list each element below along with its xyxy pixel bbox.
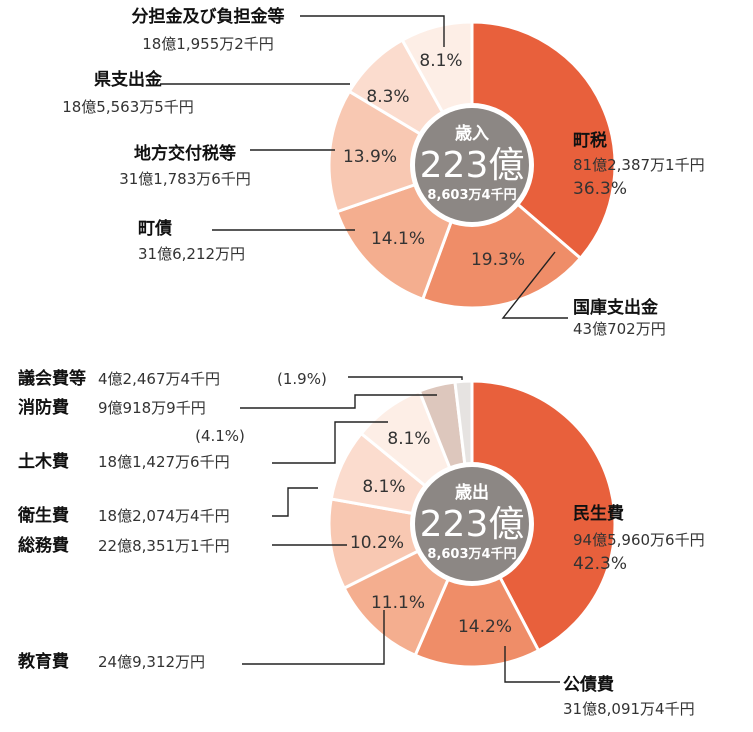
slice-percent-label: 8.3% <box>366 87 409 107</box>
slice-amount-label: 81億2,387万1千円 <box>573 156 705 174</box>
revenue-pie-chart: 町税 81億2,387万1千円 36.3% 19.3% 国庫支出金 43億702万円 14.… <box>62 6 704 338</box>
slice-name-label: 議会費等 <box>18 368 86 389</box>
slice-name-label: 町債 <box>138 218 172 239</box>
center-total: 223億 <box>420 145 525 186</box>
center-title: 歳出 <box>455 482 489 503</box>
slice-amount-label: 18億1,427万6千円 <box>98 453 230 471</box>
slice-amount-label: 31億1,783万6千円 <box>119 170 251 188</box>
slice-name-label: 土木費 <box>18 451 69 472</box>
slice-amount-label: 24億9,312万円 <box>98 653 205 671</box>
slice-percent-label: 11.1% <box>371 593 425 613</box>
slice-name-label: 町税 <box>573 130 607 151</box>
center-subtotal: 8,603万4千円 <box>427 546 516 562</box>
slice-amount-label: 22億8,351万1千円 <box>98 537 230 555</box>
leader-line <box>242 610 385 665</box>
center-subtotal: 8,603万4千円 <box>427 187 516 203</box>
expenditure-pie-chart: 民生費 94億5,960万6千円 42.3% 14.2% 公債費 31億8,091万4千円… <box>17 368 705 718</box>
slice-percent-label: 42.3% <box>573 554 627 574</box>
leader-line <box>272 487 318 517</box>
slice-percent-label: (1.9%) <box>277 370 327 388</box>
slice-percent-label: 36.3% <box>573 179 627 199</box>
slice-percent-label: 14.1% <box>371 229 425 249</box>
slice-name-label: 公債費 <box>563 674 614 695</box>
center-circle <box>415 467 529 581</box>
leader-line <box>348 376 463 380</box>
pie-slice <box>470 20 617 261</box>
leader-line <box>272 421 388 464</box>
center-total: 223億 <box>420 504 525 545</box>
slice-amount-label: 31億6,212万円 <box>138 245 245 263</box>
slice-amount-label: 9億918万9千円 <box>98 399 206 417</box>
slice-percent-label: 19.3% <box>471 250 525 270</box>
slice-amount-label: 18億5,563万5千円 <box>62 98 194 116</box>
slice-name-label: 地方交付税等 <box>134 143 236 164</box>
leader-line <box>501 251 568 319</box>
slice-percent-label: 13.9% <box>343 147 397 167</box>
slice-name-label: 教育費 <box>17 651 69 672</box>
leader-line <box>504 646 560 683</box>
slice-name-label: 消防費 <box>18 397 69 418</box>
pie-slice <box>470 379 617 653</box>
slice-percent-label: 10.2% <box>350 533 404 553</box>
center-title: 歳入 <box>455 123 489 144</box>
slice-name-label: 衛生費 <box>17 505 69 526</box>
slice-name-label: 総務費 <box>18 535 69 556</box>
slice-name-label: 分担金及び負担金等 <box>132 6 285 27</box>
slice-percent-label: 8.1% <box>419 51 462 71</box>
slice-name-label: 民生費 <box>573 503 624 524</box>
slice-percent-label: 14.2% <box>458 617 512 637</box>
slice-amount-label: 18億2,074万4千円 <box>98 507 230 525</box>
pie-slice <box>413 520 541 669</box>
slice-amount-label: 31億8,091万4千円 <box>563 700 695 718</box>
slice-name-label: 国庫支出金 <box>573 297 659 318</box>
slice-percent-label: 8.1% <box>387 429 430 449</box>
slice-amount-label: 18億1,955万2千円 <box>142 35 274 53</box>
leader-line <box>240 394 437 409</box>
slice-percent-label: (4.1%) <box>195 427 245 445</box>
slice-name-label: 県支出金 <box>94 69 163 90</box>
slice-amount-label: 94億5,960万6千円 <box>573 531 705 549</box>
slice-amount-label: 4億2,467万4千円 <box>98 370 220 388</box>
center-circle <box>415 108 529 222</box>
slice-percent-label: 8.1% <box>362 477 405 497</box>
leader-line <box>300 15 445 47</box>
slice-amount-label: 43億702万円 <box>573 320 666 338</box>
